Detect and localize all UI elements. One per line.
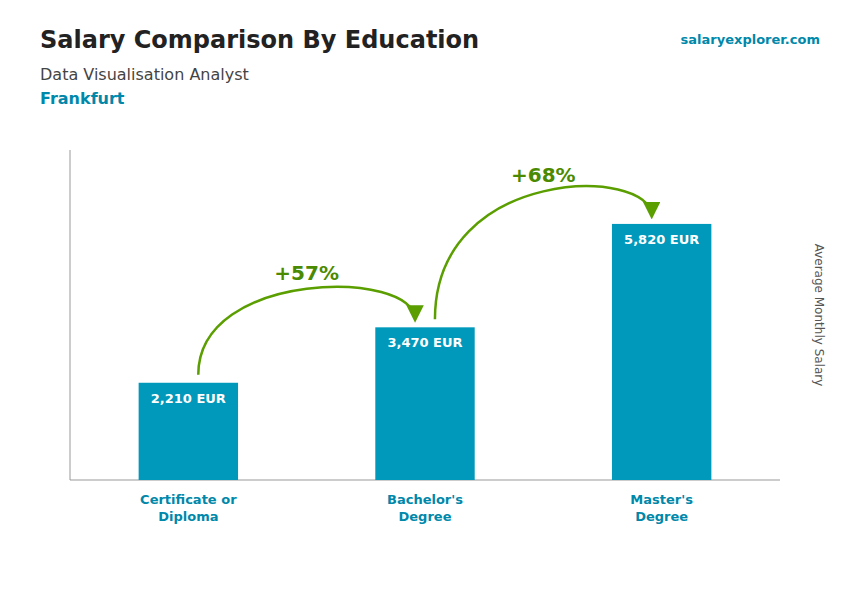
annotation: +68% [511,163,576,187]
x-tick-label: Master's Degree [630,492,693,524]
y-axis-line [70,150,71,480]
bar [375,327,474,480]
chart: Salary Comparison By Education Data Visua… [0,0,850,606]
x-tick-label-line: Diploma [158,509,218,524]
x-tick-label-line: Certificate or [140,492,237,507]
bar [612,224,711,480]
bar [139,383,238,480]
growth-arrow [435,186,652,319]
data-label: 3,470 EUR [387,335,462,350]
growth-arrow [198,287,415,375]
source: salaryexplorer.com [681,32,820,47]
annotation: +57% [274,261,339,285]
title: Salary Comparison By Education [40,26,479,54]
bars [139,224,712,480]
x-tick-label-line: Master's [630,492,693,507]
subtitle: Frankfurt [40,89,125,108]
y-axis-label: Average Monthly Salary [812,244,826,387]
subtitle: Data Visualisation Analyst [40,65,249,84]
data-label: 2,210 EUR [151,391,226,406]
chart-container: Salary Comparison By Education Data Visua… [0,0,850,606]
data-label: 5,820 EUR [624,232,699,247]
x-tick-label: Bachelor's Degree [387,492,463,524]
x-tick-label: Certificate or Diploma [140,492,237,524]
x-tick-label-line: Degree [635,509,688,524]
x-tick-label-line: Degree [399,509,452,524]
x-tick-label-line: Bachelor's [387,492,463,507]
